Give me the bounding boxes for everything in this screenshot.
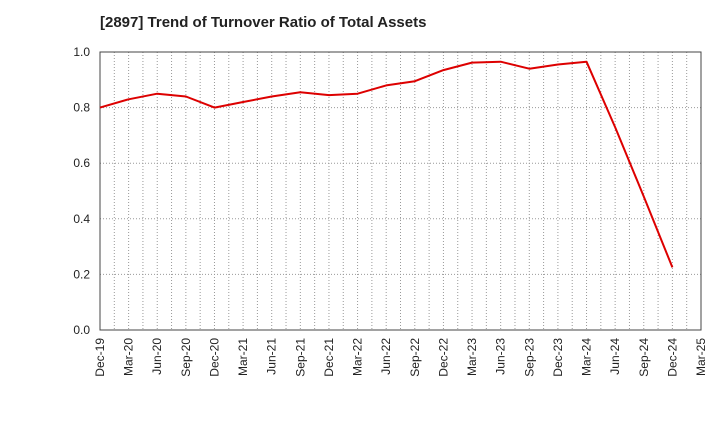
x-tick-label: Jun-24 [608,338,622,375]
x-tick-label: Dec-19 [93,338,107,377]
x-tick-label: Dec-23 [551,338,565,377]
x-tick-label: Mar-22 [351,338,365,376]
y-tick-label: 0.8 [73,101,90,115]
y-tick-label: 0.0 [73,323,90,337]
grid-lines [100,52,701,330]
x-tick-label: Mar-25 [694,338,708,376]
x-tick-label: Sep-22 [408,338,422,377]
x-tick-label: Jun-23 [494,338,508,375]
x-tick-label: Mar-20 [122,338,136,376]
y-axis-ticks: 0.0 0.2 0.4 0.6 0.8 1.0 [73,45,90,337]
x-tick-label: Mar-21 [236,338,250,376]
x-axis-ticks: Dec-19 Mar-20 Jun-20 Sep-20 Dec-20 Mar-21 Jun-… [93,338,708,377]
x-tick-label: Dec-24 [665,338,679,377]
x-tick-label: Dec-22 [436,338,450,377]
x-tick-label: Mar-24 [580,338,594,376]
series-line [99,60,674,268]
y-tick-label: 0.2 [73,267,90,281]
x-tick-label: Sep-21 [293,338,307,377]
x-tick-label: Mar-23 [465,338,479,376]
x-tick-label: Jun-20 [150,338,164,375]
x-tick-label: Sep-20 [179,338,193,377]
x-tick-label: Jun-21 [265,338,279,375]
plot-frame [99,51,702,331]
x-tick-label: Jun-22 [379,338,393,375]
x-tick-label: Sep-23 [522,338,536,377]
x-tick-label: Dec-20 [207,338,221,377]
chart-title: [2897] Trend of Turnover Ratio of Total … [100,14,427,31]
x-tick-label: Dec-21 [322,338,336,377]
y-tick-label: 0.6 [73,156,90,170]
y-tick-label: 1.0 [73,45,90,59]
y-tick-label: 0.4 [73,212,90,226]
x-tick-label: Sep-24 [637,338,651,377]
